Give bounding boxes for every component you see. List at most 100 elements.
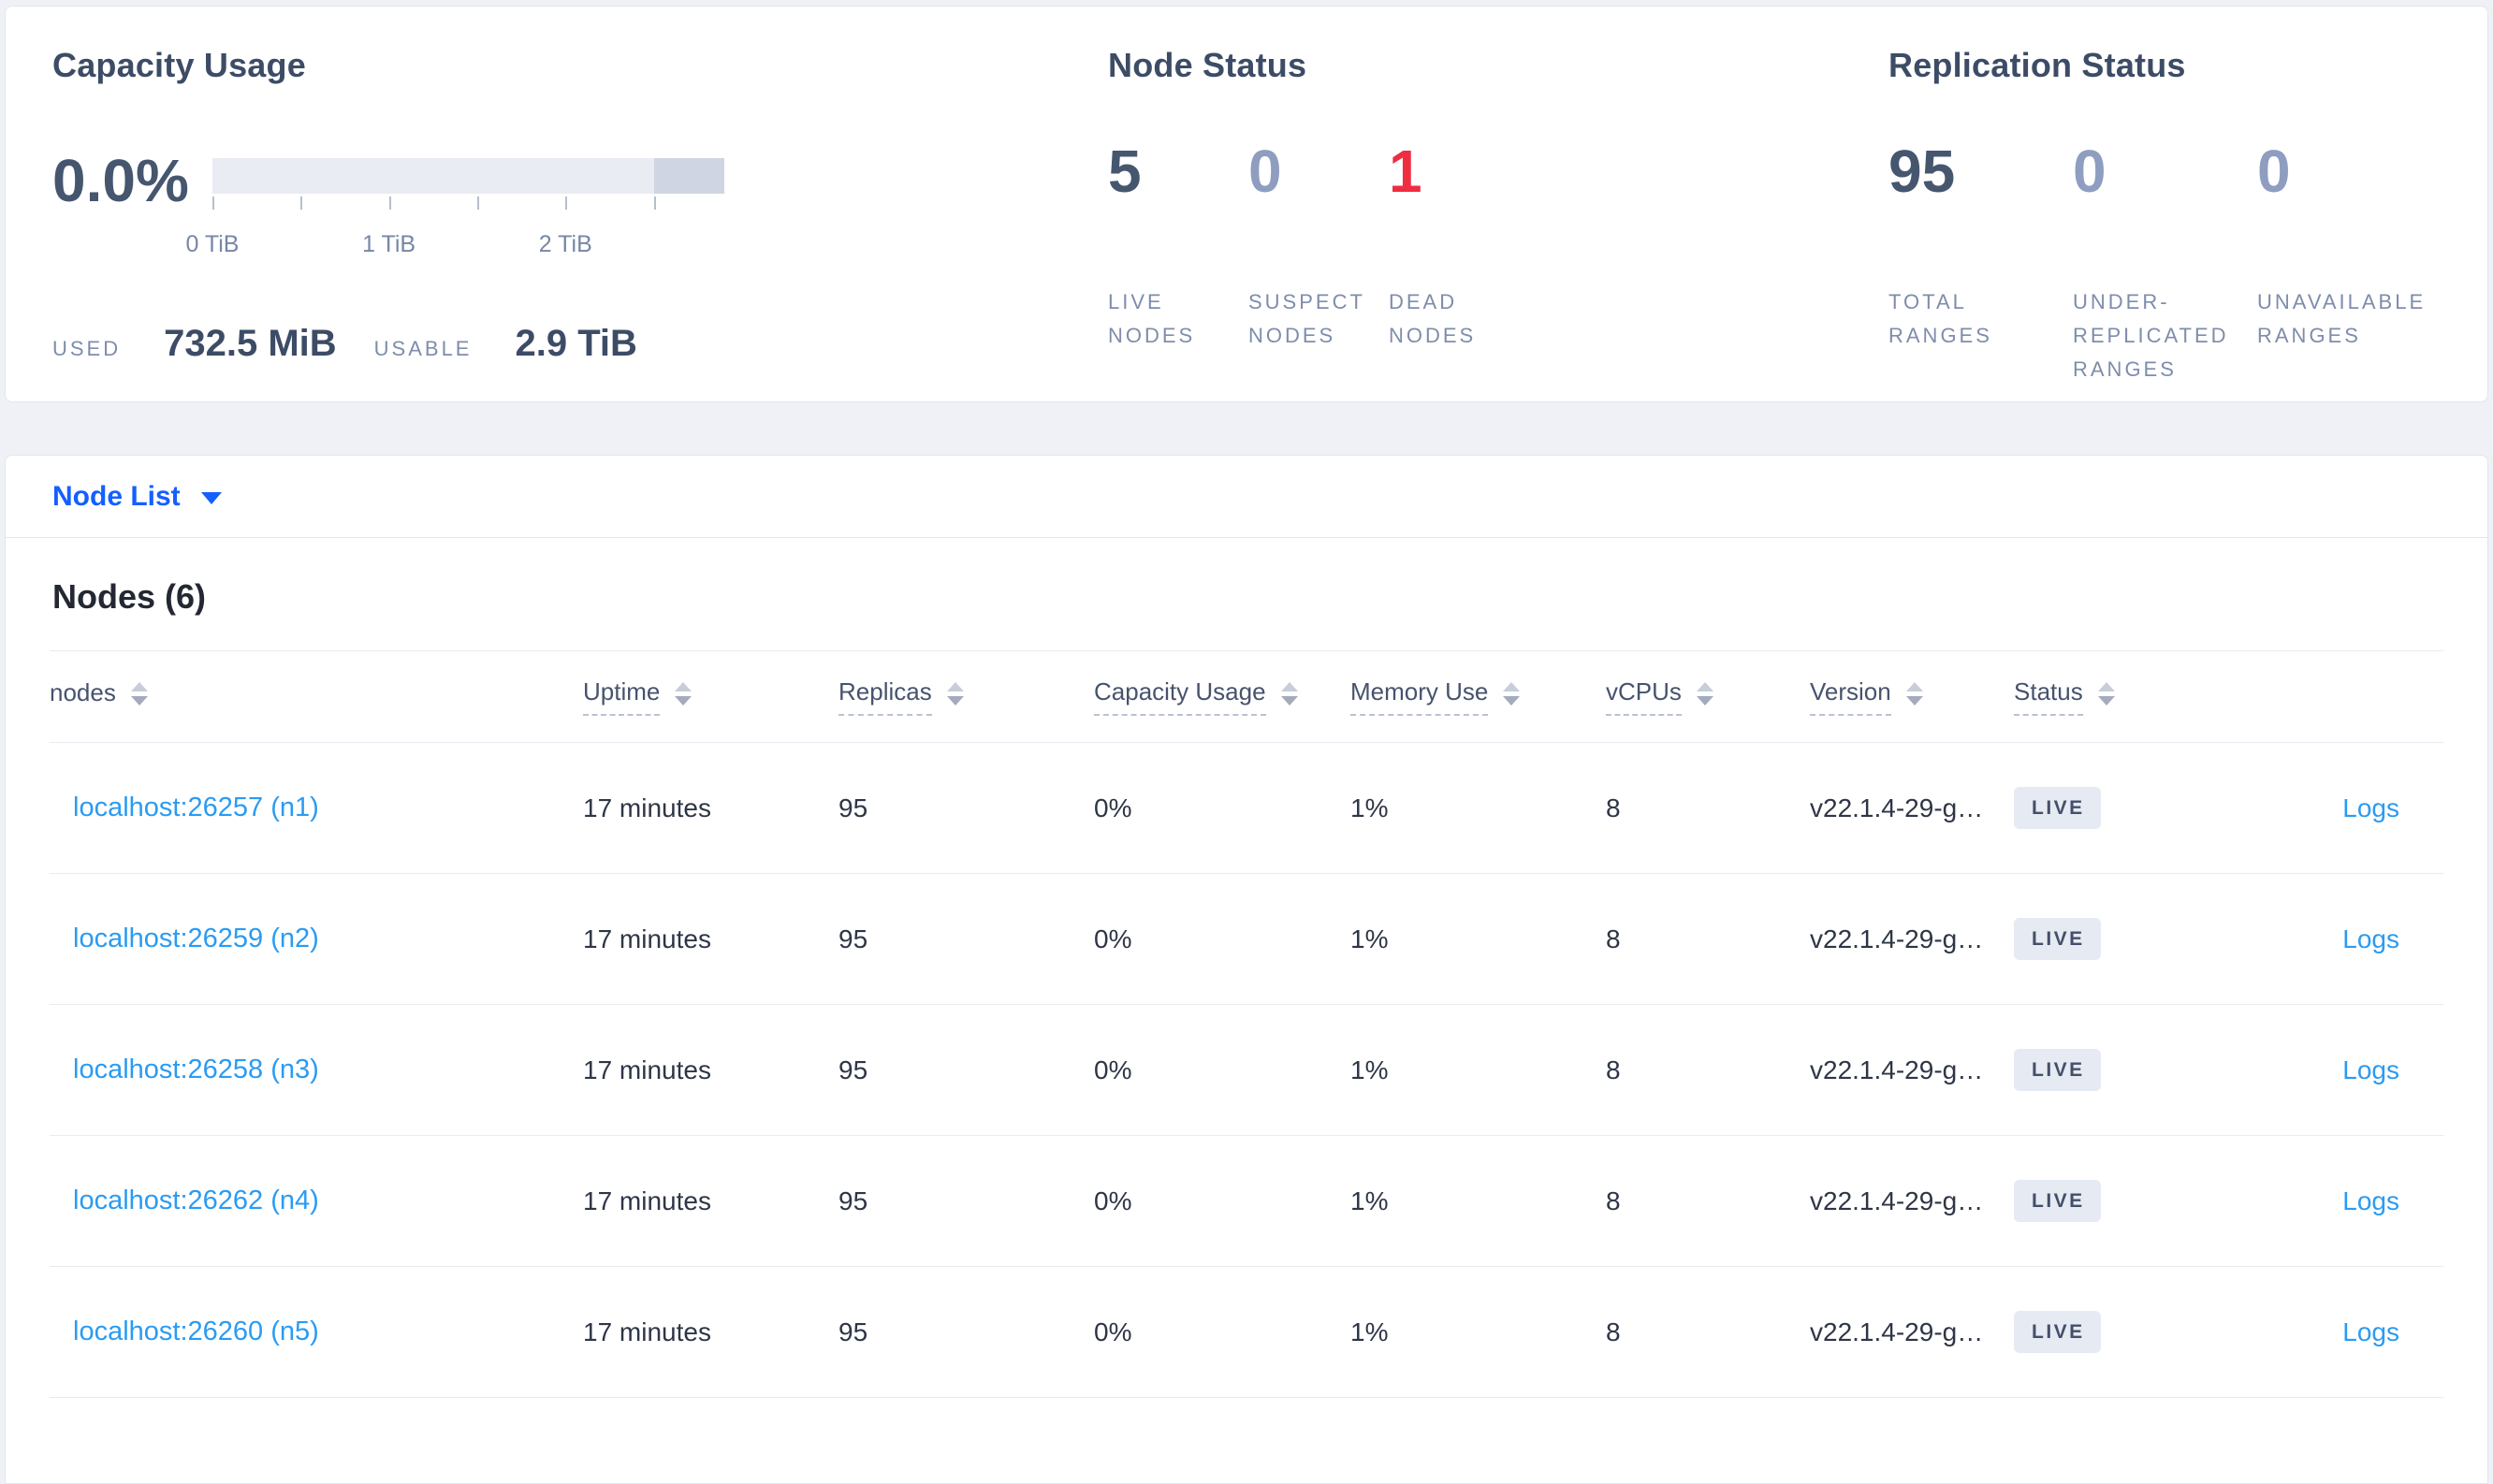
cluster-summary-panel: Capacity Usage 0.0% xyxy=(5,6,2488,402)
column-header[interactable]: nodes xyxy=(50,678,583,715)
axis-tick-label: 1 TiB xyxy=(362,231,416,257)
capacity-usage-cell: 0% xyxy=(1094,924,1132,953)
sort-arrows-icon[interactable] xyxy=(130,682,148,706)
stat-label: DEAD NODES xyxy=(1389,290,1477,347)
stat-value: 95 xyxy=(1888,138,1956,205)
column-header[interactable]: vCPUs xyxy=(1606,677,1810,716)
capacity-usage-cell: 0% xyxy=(1094,1317,1132,1346)
node-row: localhost:26258 (n3) 17 minutes 95 0% 1%… xyxy=(50,1005,2443,1136)
column-header-label: Version xyxy=(1810,677,1891,716)
node-row: localhost:26260 (n5) 17 minutes 95 0% 1%… xyxy=(50,1267,2443,1398)
node-link[interactable]: localhost:26257 (n1) xyxy=(73,793,319,822)
stat-label: LIVE NODES xyxy=(1108,290,1196,347)
sort-asc-icon xyxy=(1696,682,1713,691)
column-header[interactable]: Capacity Usage xyxy=(1094,677,1350,716)
capacity-usage-section: Capacity Usage 0.0% xyxy=(52,46,1063,365)
node-status-stat: 1 DEAD NODES xyxy=(1389,141,1529,353)
uptime-cell: 17 minutes xyxy=(583,1186,711,1215)
column-header-label: Capacity Usage xyxy=(1094,677,1266,716)
column-header-label: Uptime xyxy=(583,677,661,716)
column-header[interactable] xyxy=(2248,693,2443,701)
axis-tick xyxy=(388,196,391,210)
stat-label: TOTAL RANGES xyxy=(1888,290,1992,347)
column-header-label: Status xyxy=(2014,677,2083,716)
sort-arrows-icon[interactable] xyxy=(1280,682,1298,706)
nodes-table-body: localhost:26257 (n1) 17 minutes 95 0% 1%… xyxy=(50,743,2443,1398)
capacity-axis xyxy=(212,194,724,211)
replicas-cell: 95 xyxy=(838,1186,868,1215)
nodes-table: nodes Uptime Replicas xyxy=(50,650,2443,1398)
replication-stat: 95 TOTAL RANGES xyxy=(1888,141,2073,386)
chevron-down-icon xyxy=(200,492,222,504)
memory-use-cell: 1% xyxy=(1350,1055,1389,1084)
column-header[interactable]: Replicas xyxy=(838,677,1094,716)
replicas-cell: 95 xyxy=(838,793,868,822)
stat-value: 0 xyxy=(2073,138,2107,205)
sort-desc-icon xyxy=(2097,696,2115,706)
sort-asc-icon xyxy=(130,682,148,691)
version-cell: v22.1.4-29-g… xyxy=(1810,1186,1984,1215)
logs-link[interactable]: Logs xyxy=(2342,924,2399,953)
logs-link[interactable]: Logs xyxy=(2342,1186,2399,1215)
vcpus-cell: 8 xyxy=(1606,924,1621,953)
memory-use-cell: 1% xyxy=(1350,1186,1389,1215)
sort-arrows-icon[interactable] xyxy=(946,682,964,706)
capacity-usage-title: Capacity Usage xyxy=(52,46,306,84)
nodes-table-header: nodes Uptime Replicas xyxy=(50,651,2443,743)
logs-link[interactable]: Logs xyxy=(2342,1317,2399,1346)
node-link[interactable]: localhost:26260 (n5) xyxy=(73,1317,319,1346)
sort-arrows-icon[interactable] xyxy=(1696,682,1713,706)
node-link[interactable]: localhost:26262 (n4) xyxy=(73,1186,319,1215)
vcpus-cell: 8 xyxy=(1606,1186,1621,1215)
sort-desc-icon xyxy=(1503,696,1521,706)
sort-desc-icon xyxy=(675,696,692,706)
status-badge: LIVE xyxy=(2014,787,2101,829)
node-status-section: Node Status 5 LIVE NODES 0 SUSPECT NODES… xyxy=(1108,46,1857,353)
capacity-usage-cell: 0% xyxy=(1094,793,1132,822)
status-badge: LIVE xyxy=(2014,1311,2101,1353)
column-header[interactable]: Uptime xyxy=(583,677,838,716)
usable-label: USABLE xyxy=(373,337,473,360)
column-header-label: vCPUs xyxy=(1606,677,1682,716)
replicas-cell: 95 xyxy=(838,1055,868,1084)
memory-use-cell: 1% xyxy=(1350,1317,1389,1346)
column-header[interactable]: Version xyxy=(1810,677,2014,716)
sort-arrows-icon[interactable] xyxy=(675,682,692,706)
version-cell: v22.1.4-29-g… xyxy=(1810,1055,1984,1084)
logs-link[interactable]: Logs xyxy=(2342,1055,2399,1084)
node-status-stats: 5 LIVE NODES 0 SUSPECT NODES 1 DEAD NODE… xyxy=(1108,141,1857,353)
logs-link[interactable]: Logs xyxy=(2342,793,2399,822)
replication-status-title: Replication Status xyxy=(1888,46,2186,84)
vcpus-cell: 8 xyxy=(1606,1317,1621,1346)
node-status-stat: 0 SUSPECT NODES xyxy=(1248,141,1389,353)
status-badge: LIVE xyxy=(2014,918,2101,960)
replicas-cell: 95 xyxy=(838,924,868,953)
capacity-usage-cell: 0% xyxy=(1094,1186,1132,1215)
node-list-dropdown[interactable]: Node List xyxy=(52,481,222,513)
stat-value: 0 xyxy=(2257,138,2291,205)
version-cell: v22.1.4-29-g… xyxy=(1810,924,1984,953)
sort-desc-icon xyxy=(130,696,148,706)
status-badge: LIVE xyxy=(2014,1180,2101,1222)
node-status-title: Node Status xyxy=(1108,46,1307,84)
axis-tick xyxy=(653,196,656,210)
usable-value: 2.9 TiB xyxy=(515,323,637,364)
column-header[interactable]: Status xyxy=(2014,677,2248,716)
sort-desc-icon xyxy=(946,696,964,706)
stat-value: 5 xyxy=(1108,138,1142,205)
vcpus-cell: 8 xyxy=(1606,793,1621,822)
stat-label: UNDER-REPLICATED RANGES xyxy=(2073,290,2229,381)
replication-status-section: Replication Status 95 TOTAL RANGES 0 UND… xyxy=(1888,46,2469,386)
node-link[interactable]: localhost:26259 (n2) xyxy=(73,924,319,953)
sort-arrows-icon[interactable] xyxy=(1905,682,1923,706)
node-link[interactable]: localhost:26258 (n3) xyxy=(73,1055,319,1084)
axis-tick xyxy=(212,196,214,210)
capacity-usage-cell: 0% xyxy=(1094,1055,1132,1084)
capacity-used-percent: 0.0% xyxy=(52,147,189,214)
column-header[interactable]: Memory Use xyxy=(1350,677,1606,716)
sort-arrows-icon[interactable] xyxy=(2097,682,2115,706)
node-row: localhost:26262 (n4) 17 minutes 95 0% 1%… xyxy=(50,1136,2443,1267)
sort-arrows-icon[interactable] xyxy=(1503,682,1521,706)
node-list-panel: Node List Nodes (6) nodes Uptime xyxy=(5,455,2488,1484)
stat-value: 1 xyxy=(1389,138,1422,205)
